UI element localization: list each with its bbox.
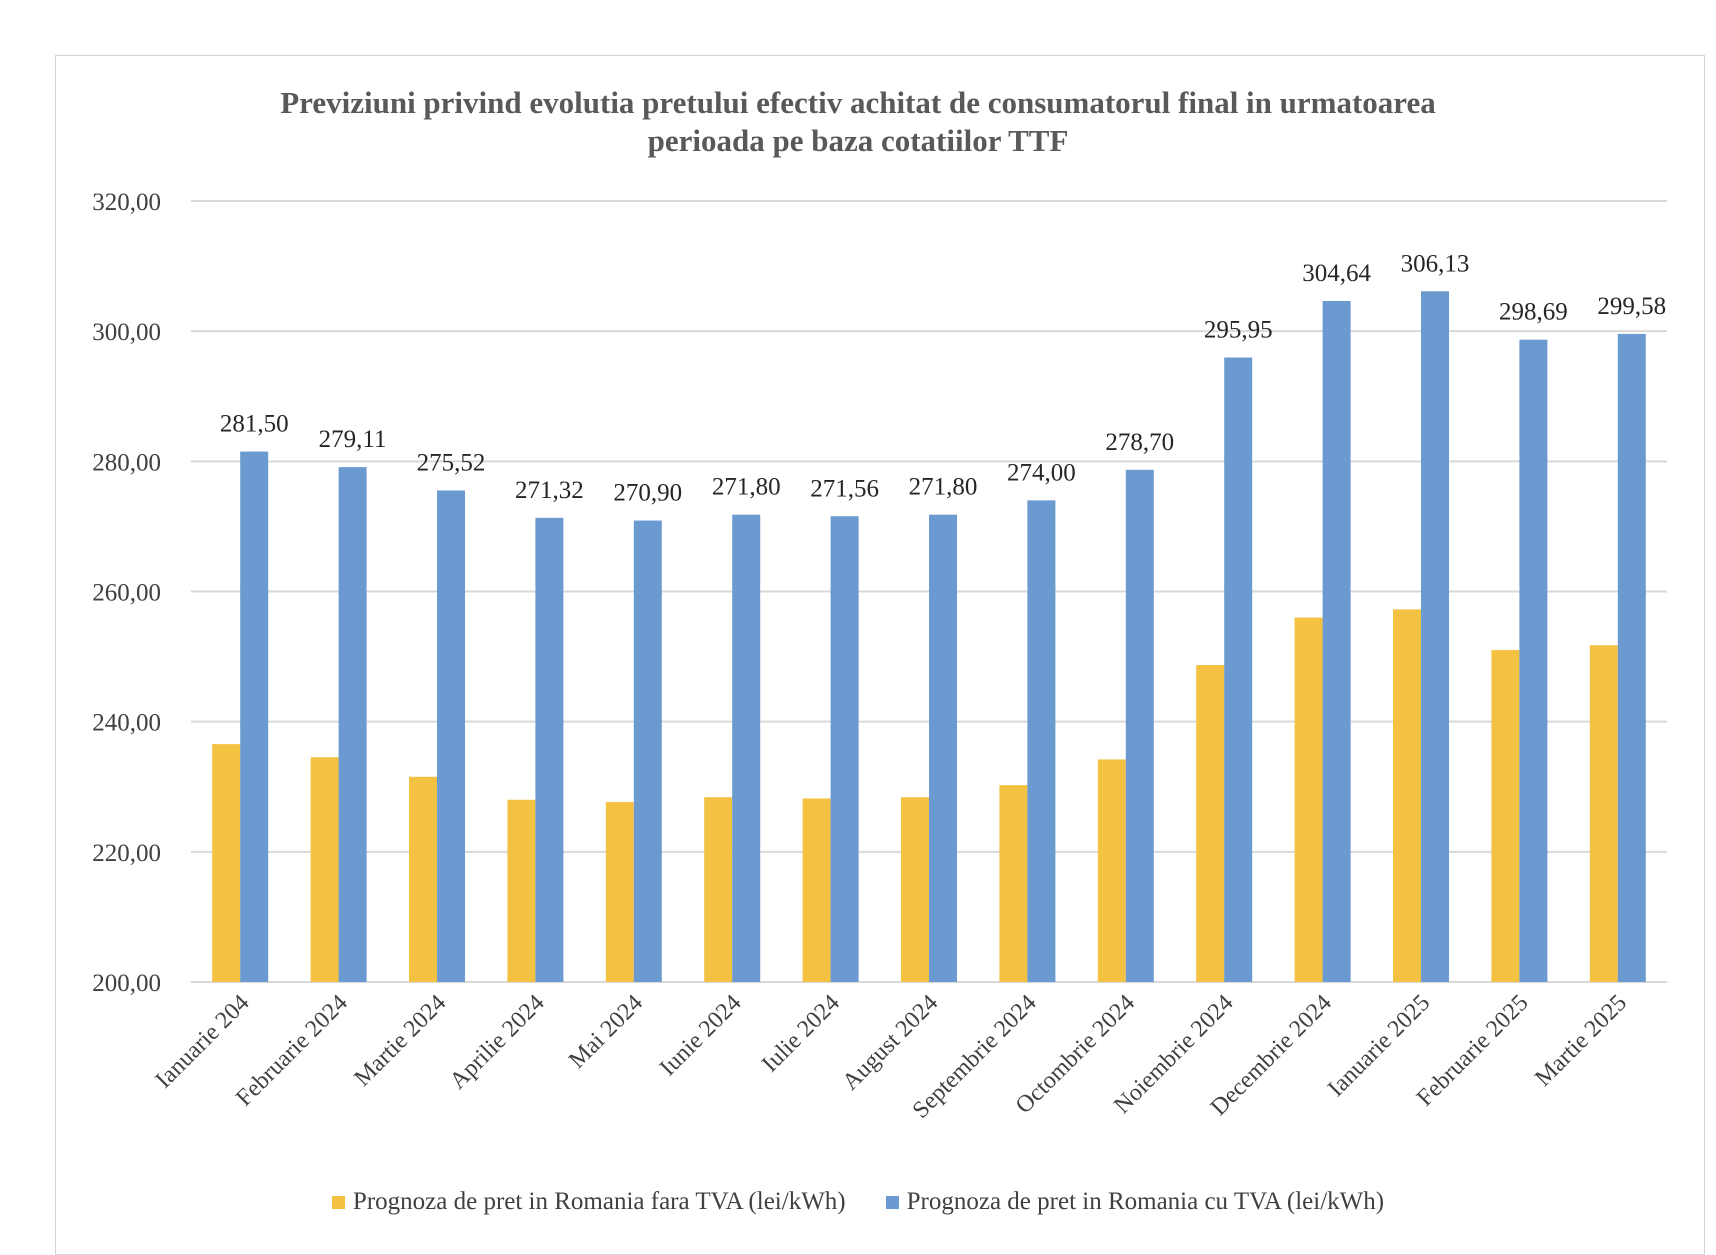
y-tick-label: 320,00 [92,189,161,216]
y-tick-label: 260,00 [92,580,161,607]
bar-fara-tva [409,776,437,982]
data-label-cu-tva: 278,70 [1105,429,1174,456]
bar-fara-tva [999,785,1028,982]
data-label-cu-tva: 279,11 [319,426,387,453]
y-tick-label: 240,00 [92,710,161,737]
x-tick-label: Iunie 2024 [655,990,746,1081]
data-label-cu-tva: 271,80 [909,474,978,501]
bar-cu-tva [240,451,269,983]
legend-item-fara-tva: Prognoza de pret in Romania fara TVA (le… [331,1188,846,1216]
legend-swatch-cu-tva [885,1195,899,1209]
bar-cu-tva [830,516,859,982]
legend-label-fara-tva: Prognoza de pret in Romania fara TVA (le… [352,1188,846,1215]
bar-fara-tva [507,799,536,982]
chart-title-line-2: perioada pe baza cotatiilor TTF [647,123,1069,158]
data-label-cu-tva: 306,13 [1401,250,1470,277]
bar-cu-tva [1322,300,1351,982]
bar-fara-tva [1393,609,1421,982]
chart-title: Previziuni privind evolutia pretului efe… [0,84,1716,160]
x-tick-label: Iulie 2024 [757,990,845,1078]
data-label-cu-tva: 275,52 [417,449,486,476]
y-axis-tick-labels: 200,00 220,00 240,00 260,00 280,00 300,00 320,… [92,189,161,997]
y-tick-label: 300,00 [92,319,161,346]
x-tick-label: August 2024 [838,990,944,1096]
bar-cu-tva [1617,333,1646,983]
x-tick-label: Aprilie 2024 [445,990,550,1095]
data-label-cu-tva: 271,56 [810,475,879,502]
data-label-cu-tva: 281,50 [220,411,289,438]
bar-fara-tva [1589,645,1618,982]
data-label-cu-tva: 304,64 [1302,260,1371,287]
data-label-cu-tva: 270,90 [613,480,682,507]
bar-cu-tva [633,520,662,982]
bar-cu-tva [1125,469,1154,982]
bar-cu-tva [437,490,465,982]
bar-cu-tva [535,517,564,982]
data-label-cu-tva: 299,58 [1597,293,1666,320]
data-label-cu-tva: 271,80 [712,474,781,501]
x-tick-label: Martie 2024 [349,990,451,1092]
bar-fara-tva [1294,617,1323,982]
bar-fara-tva [704,797,733,982]
data-labels: 281,50 279,11 275,52 271,32 270,90 271,80 271,… [220,250,1666,506]
legend: Prognoza de pret in Romania fara TVA (le… [0,1188,1716,1216]
bar-fara-tva [605,802,634,982]
x-tick-label: Martie 2025 [1530,990,1632,1092]
data-label-cu-tva: 295,95 [1204,317,1273,344]
chart-title-line-1: Previziuni privind evolutia pretului efe… [280,85,1436,120]
bar-fara-tva [310,757,339,982]
legend-label-cu-tva: Prognoza de pret in Romania cu TVA (lei/… [906,1188,1385,1215]
bar-cu-tva [338,467,367,983]
bar-fara-tva [1196,665,1225,982]
legend-item-cu-tva: Prognoza de pret in Romania cu TVA (lei/… [885,1188,1385,1216]
bar-cu-tva [1027,500,1056,982]
legend-swatch-fara-tva [331,1195,345,1209]
y-tick-label: 220,00 [92,840,161,867]
bar-cu-tva [1421,291,1449,982]
x-tick-label: Ianuarie 2025 [1323,990,1435,1102]
bar-fara-tva [212,744,241,982]
x-tick-label: Mai 2024 [564,990,648,1074]
bar-fara-tva [901,797,929,982]
y-tick-label: 200,00 [92,970,161,997]
x-tick-label: Ianuarie 204 [151,990,255,1094]
bars [212,291,1646,983]
bar-fara-tva [802,798,831,982]
data-label-cu-tva: 274,00 [1007,459,1076,486]
data-label-cu-tva: 298,69 [1499,299,1568,326]
data-label-cu-tva: 271,32 [515,477,584,504]
bar-fara-tva [1097,759,1126,982]
bar-fara-tva [1491,650,1520,982]
bar-cu-tva [929,514,957,982]
bar-cu-tva [732,514,761,982]
bar-cu-tva [1519,339,1548,982]
y-tick-label: 280,00 [92,449,161,476]
bar-cu-tva [1224,357,1253,983]
